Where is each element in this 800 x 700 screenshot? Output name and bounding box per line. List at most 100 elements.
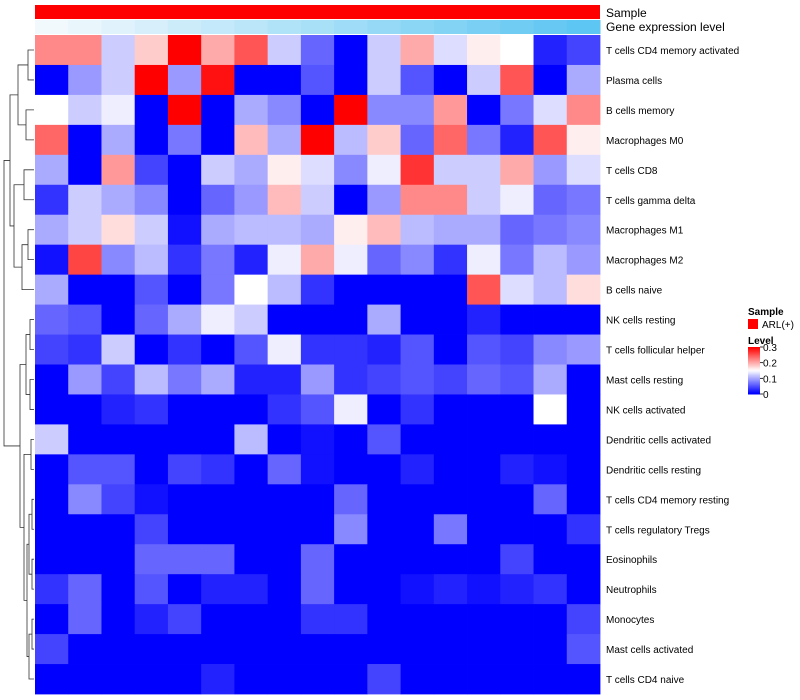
heatmap-cell [433,304,468,335]
dendrogram-branch [13,184,24,268]
heatmap-cell [167,244,202,276]
heatmap-cell [400,664,435,695]
heatmap-cell [300,574,335,605]
heatmap-cell [35,514,69,545]
legend-gradient-step [748,376,760,379]
heatmap-cell [334,514,368,545]
heatmap-cell [68,514,102,545]
expression-track-cell [300,20,335,34]
heatmap-cell [334,214,368,246]
heatmap-cell [101,124,136,156]
heatmap-cell [367,514,401,545]
heatmap-cell [433,514,468,545]
heatmap-cell [433,454,468,485]
heatmap-cell [334,544,368,575]
heatmap-cell [566,244,601,276]
heatmap-cell [134,124,169,156]
heatmap-cell [500,544,534,575]
heatmap-cell [267,184,302,216]
heatmap-cell [101,664,136,695]
heatmap-cell [134,574,169,605]
dendrogram-branch [23,453,31,601]
heatmap-cell [500,454,534,485]
heatmap-cell [267,454,302,485]
heatmap-cell [400,244,435,276]
heatmap-cell [467,244,501,276]
dendrogram-branch [28,513,32,575]
expression-track-cell [566,20,601,34]
legend-gradient-step [748,378,760,381]
heatmap-cell [134,184,169,216]
heatmap-cell [300,424,335,455]
heatmap-cell [35,484,69,515]
heatmap-cell [500,214,534,246]
heatmap-cell [267,544,302,575]
expression-track-cell [101,20,136,34]
heatmap-cell [234,214,269,246]
heatmap-cell [134,664,169,695]
heatmap-cell [433,664,468,695]
heatmap-cell [201,514,235,545]
heatmap-cell [201,214,235,246]
legend-gradient-step [748,348,760,350]
legend-gradient-step [748,375,760,377]
legend-level-title: Level [748,336,774,347]
heatmap-cell [134,214,169,246]
heatmap-cell [134,304,169,335]
heatmap-cell [334,94,368,126]
heatmap-cell [167,664,202,695]
heatmap-cell [400,634,435,665]
heatmap-cell [533,664,568,695]
heatmap-cell [400,544,435,575]
heatmap-cell [68,544,102,575]
heatmap-cell [533,514,568,545]
heatmap-cell [167,454,202,485]
heatmap-cell [68,274,102,305]
heatmap-cell [300,664,335,695]
heatmap-cell [68,394,102,425]
heatmap-cell [433,274,468,305]
heatmap-cell [367,604,401,635]
heatmap-cell [533,244,568,276]
legend-gradient-step [748,365,760,368]
heatmap-cell [167,604,202,635]
heatmap-cell [467,364,501,395]
heatmap-cell [68,304,102,335]
heatmap-cell [533,154,568,186]
heatmap-cell [533,304,568,335]
dendrogram-branch [23,169,34,201]
heatmap-cell [300,364,335,395]
dendrogram-branch [31,618,34,650]
heatmap-cell [234,184,269,216]
heatmap-cell [533,394,568,425]
legend-sample-swatch [748,319,758,329]
heatmap-cell [467,484,501,515]
heatmap-cell [234,664,269,695]
heatmap-cell [500,64,534,96]
heatmap-cell [566,94,601,126]
legend-gradient-step [748,377,760,380]
heatmap-cell [234,634,269,665]
heatmap-cell [533,604,568,635]
heatmap-cell [134,364,169,395]
heatmap-cell [300,244,335,276]
row-label: Neutrophils [606,585,657,596]
row-label: Macrophages M2 [606,256,684,267]
heatmap-cell [201,94,235,126]
dendrogram-branch [25,109,34,141]
heatmap-cell [101,35,136,66]
heatmap-cell [566,634,601,665]
heatmap-cell [367,454,401,485]
heatmap-cell [35,454,69,485]
heatmap-cell [167,94,202,126]
heatmap-cell [500,394,534,425]
heatmap-cell [467,514,501,545]
heatmap-cell [101,484,136,515]
heatmap-cell [300,634,335,665]
heatmap-cell [334,244,368,276]
heatmap-cell [533,124,568,156]
heatmap-cell [167,214,202,246]
heatmap-cell [433,154,468,186]
heatmap-cell [467,274,501,305]
row-label: T cells gamma delta [606,196,696,207]
